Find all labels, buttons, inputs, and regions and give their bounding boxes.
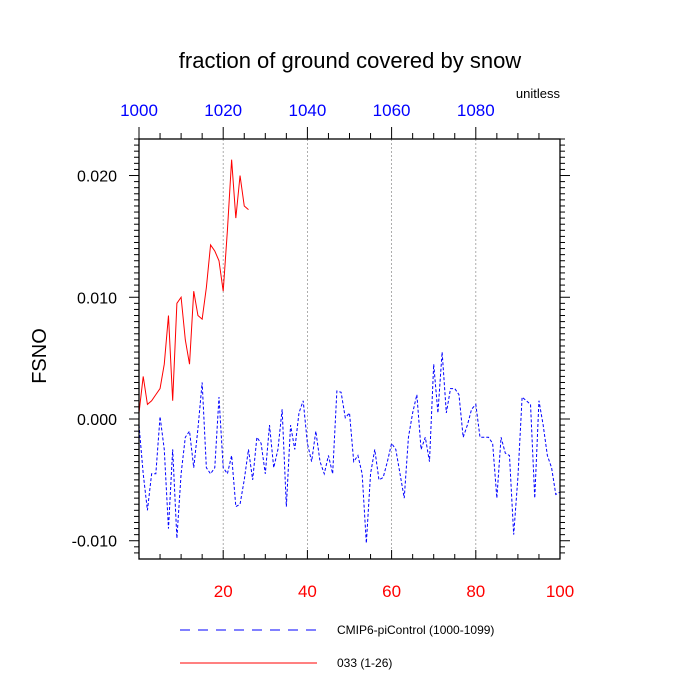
legend-label-0: CMIP6-piControl (1000-1099) — [337, 623, 494, 637]
series-line-0 — [138, 352, 561, 544]
legend-label-1: 033 (1-26) — [337, 656, 392, 670]
units-label: unitless — [516, 86, 561, 101]
chart-title: fraction of ground covered by snow — [179, 48, 522, 73]
y-tick-label: 0.020 — [77, 169, 117, 186]
y-tick-label: -0.010 — [72, 534, 117, 551]
series-layer — [138, 159, 561, 544]
x-tick-label: 40 — [298, 582, 317, 601]
label-layer: 20 40 60 80 100 1000 1020 1040 1060 1080 -0.010 0.0… — [72, 101, 575, 601]
legend: CMIP6-piControl (1000-1099) 033 (1-26) — [180, 623, 494, 670]
y-tick-label: 0.010 — [77, 290, 117, 307]
tick-layer — [129, 127, 570, 559]
y-tick-label: 0.000 — [77, 412, 117, 429]
x-tick-label: 20 — [214, 582, 233, 601]
top-tick-label: 1040 — [288, 101, 326, 120]
x-tick-label: 100 — [546, 582, 574, 601]
y-axis-label: FSNO — [29, 328, 51, 384]
series-line-1 — [138, 159, 249, 413]
grid-layer — [222, 139, 477, 559]
x-tick-label: 60 — [382, 582, 401, 601]
top-tick-label: 1080 — [457, 101, 495, 120]
top-tick-label: 1060 — [373, 101, 411, 120]
top-tick-label: 1020 — [204, 101, 242, 120]
x-tick-label: 80 — [466, 582, 485, 601]
top-tick-label: 1000 — [120, 101, 158, 120]
